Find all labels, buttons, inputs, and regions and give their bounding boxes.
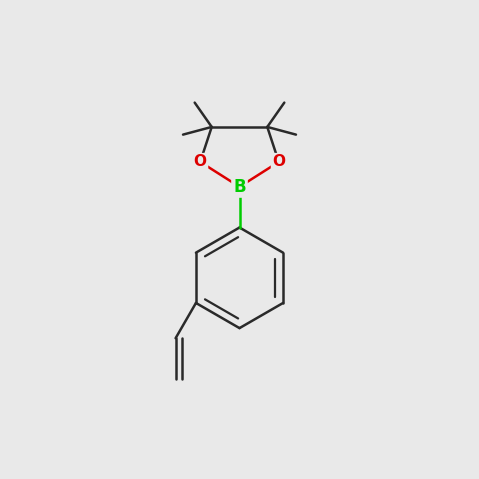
Text: O: O xyxy=(272,154,285,170)
Text: O: O xyxy=(194,154,207,170)
Text: B: B xyxy=(233,178,246,196)
